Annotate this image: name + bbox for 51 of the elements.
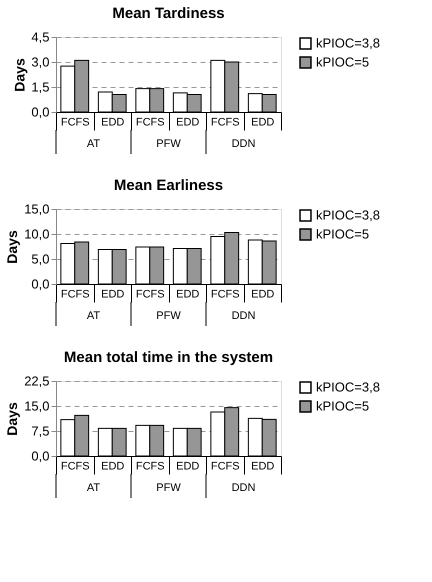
x-tick-label: FCFS <box>210 116 240 128</box>
x-tick-label: EDD <box>101 460 124 472</box>
y-tick-label: 0,0 <box>31 276 50 292</box>
x-tick-label: FCFS <box>60 116 90 128</box>
legend-label: kPIOC=5 <box>316 54 370 70</box>
legend-label: kPIOC=5 <box>316 398 370 414</box>
x-tick-label: EDD <box>251 460 274 472</box>
text: AT <box>86 310 100 322</box>
x-tick-label: EDD <box>101 116 124 128</box>
x-tick-label: EDD <box>176 460 200 472</box>
text: kPIOC=3,8 <box>316 380 380 394</box>
text: DDN <box>232 138 256 150</box>
text: AT <box>86 138 100 150</box>
chart-title: Mean Earliness <box>114 177 224 194</box>
x-tick-label: FCFS <box>60 460 90 472</box>
text: DDN <box>232 310 256 322</box>
y-tick-label: 15,0 <box>24 202 50 216</box>
chart-title: Mean Tardiness <box>112 5 225 22</box>
text: DDN <box>232 482 256 494</box>
legend-label: kPIOC=5 <box>316 226 370 242</box>
x-tick-label: EDD <box>176 116 200 128</box>
x-tick-label: EDD <box>251 288 274 300</box>
text: PFW <box>156 482 182 494</box>
y-tick-label: 15,0 <box>24 398 50 414</box>
y-axis-title: Days <box>11 58 28 92</box>
text: PFW <box>156 310 182 322</box>
x-tick-label: FCFS <box>136 116 165 128</box>
x-tick-label: FCFS <box>136 460 165 472</box>
x-tick-label: FCFS <box>60 288 90 300</box>
y-axis-title: Days <box>4 230 20 264</box>
y-tick-label: 5,0 <box>31 252 50 266</box>
x-tick-label: FCFS <box>210 288 240 300</box>
text: AT <box>86 482 100 494</box>
y-tick-label: 22,5 <box>24 374 50 388</box>
x-tick-label: EDD <box>101 288 124 300</box>
y-tick-label: 7,5 <box>31 424 50 438</box>
y-tick-label: 0,0 <box>31 104 50 120</box>
legend-label: kPIOC=3,8 <box>316 36 380 50</box>
y-axis-title: Days <box>4 402 20 436</box>
y-tick-label: 10,0 <box>24 226 50 242</box>
x-tick-label: EDD <box>176 288 200 300</box>
y-tick-label: 3,0 <box>31 54 50 70</box>
x-tick-label: FCFS <box>210 460 240 472</box>
y-tick-label: 4,5 <box>31 30 50 44</box>
x-tick-label: FCFS <box>136 288 165 300</box>
x-tick-label: EDD <box>251 116 274 128</box>
chart-title: Mean total time in the system <box>64 349 274 366</box>
y-tick-label: 0,0 <box>31 448 50 464</box>
text: PFW <box>156 138 182 150</box>
y-tick-label: 1,5 <box>31 80 50 94</box>
text: kPIOC=3,8 <box>316 208 380 222</box>
